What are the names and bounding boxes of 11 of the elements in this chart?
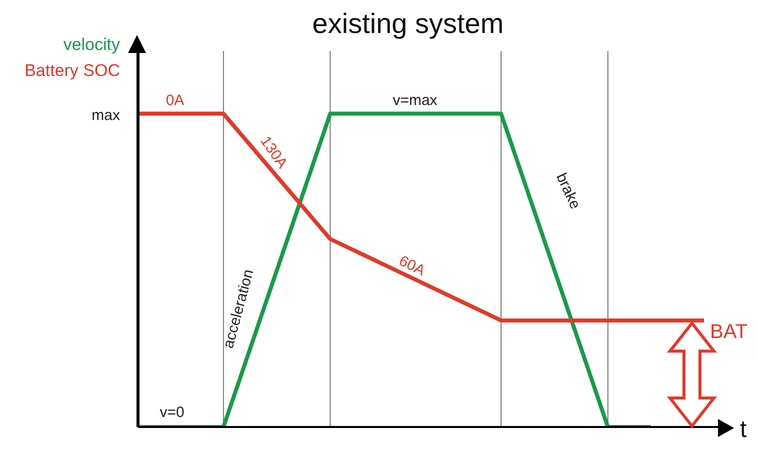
chart-title: existing system: [311, 8, 505, 40]
annotation: BAT: [710, 321, 748, 343]
text: v=max: [392, 92, 438, 109]
x-axis-title: t: [740, 416, 747, 443]
text: Battery SOC: [24, 60, 120, 82]
annotation: brake: [552, 170, 584, 212]
annotation: 60A: [396, 252, 428, 280]
annotation: v=0: [160, 404, 184, 421]
text: max: [92, 107, 120, 124]
text: 0A: [166, 92, 184, 109]
text: velocity: [62, 34, 120, 56]
